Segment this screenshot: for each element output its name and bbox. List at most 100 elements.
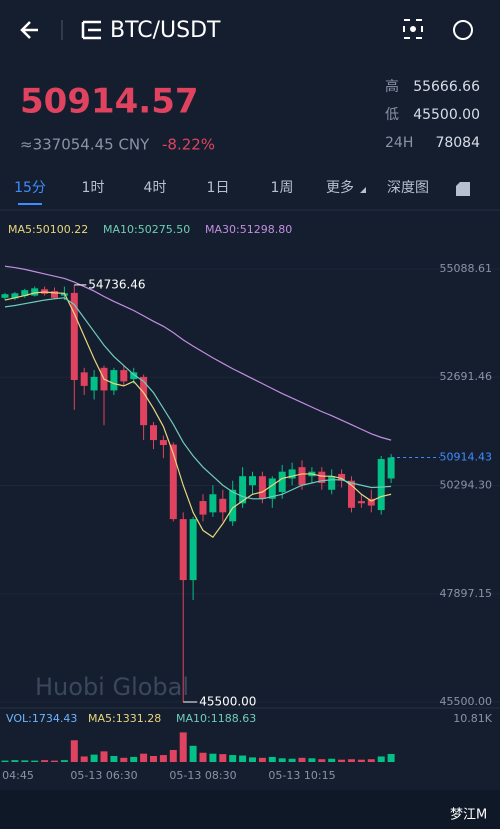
high-label: 54736.46 (88, 277, 145, 291)
candle-body (80, 372, 88, 386)
volume-bar (51, 760, 58, 762)
volume-bar (298, 757, 306, 762)
volume-bar (130, 756, 138, 762)
candle-body (239, 476, 247, 504)
ma-legend: MA30:51298.80 (205, 223, 292, 236)
candle-body (288, 469, 296, 479)
timeframe-tab[interactable]: 1周 (271, 180, 294, 196)
volume-bar (229, 755, 237, 762)
volume-bar (249, 757, 256, 762)
timeframe-tab[interactable]: 1时 (82, 180, 105, 196)
last-price-label: 50914.43 (440, 450, 493, 463)
candle-body (90, 376, 98, 391)
scan-icon[interactable] (403, 19, 423, 39)
volume-bar (90, 754, 98, 762)
volume-bar (377, 756, 385, 762)
candle-body (229, 489, 237, 522)
volume-bar (338, 759, 346, 762)
volume-bar (100, 751, 108, 762)
volume-bar (11, 760, 19, 762)
volume-tick-label: 10.81K (453, 712, 492, 725)
stat-label: 高 (385, 78, 399, 95)
stat-label: 24H (385, 135, 413, 151)
candle-body (130, 372, 138, 380)
volume-bar (357, 759, 365, 762)
volume-bar (278, 758, 286, 762)
candle-body (51, 291, 58, 298)
candle-body (367, 498, 375, 506)
timeframe-tab[interactable]: 深度图 (387, 180, 429, 196)
candle-body (249, 476, 256, 486)
watermark: Huobi Global (35, 673, 189, 701)
timeframe-tab[interactable]: 4时 (144, 180, 167, 196)
candle-body (31, 288, 39, 296)
candle-body (209, 494, 217, 513)
candle-body (169, 444, 177, 520)
candle-body (298, 467, 306, 486)
volume-bar (288, 758, 296, 762)
volume-bar (41, 760, 49, 762)
x-tick-label: 05-13 08:30 (169, 769, 236, 782)
stat-value: 45500.00 (413, 107, 480, 123)
candle-body (159, 440, 167, 446)
volume-bar (308, 758, 316, 762)
candle-body (110, 370, 118, 391)
y-tick-label: 55088.61 (440, 262, 493, 275)
volume-bar (348, 759, 355, 762)
ma-legend: MA5:50100.22 (8, 223, 88, 236)
volume-bar (169, 749, 177, 762)
stat-value: 78084 (435, 135, 480, 151)
share-icon[interactable] (453, 20, 473, 40)
volume-bar (1, 760, 9, 762)
candle-body (11, 293, 19, 299)
candle-body (357, 501, 365, 504)
volume-bar (31, 760, 39, 762)
x-tick-label: 04:45 (2, 769, 34, 782)
pair-title: BTC/USDT (110, 18, 221, 43)
volume-bar (80, 756, 88, 762)
volume-bar (258, 757, 266, 762)
candle-body (278, 471, 286, 493)
volume-bar (318, 759, 326, 762)
candle-body (21, 290, 29, 297)
y-tick-label: 47897.15 (440, 587, 493, 600)
volume-bar (189, 745, 197, 762)
candle-body (328, 476, 336, 490)
timeframe-tab[interactable]: 15分 (14, 180, 46, 196)
volume-legend: VOL:1734.43 (6, 712, 77, 725)
y-tick-label: 45500.00 (440, 695, 493, 708)
scan-dot (410, 26, 416, 32)
candle-body (318, 471, 326, 483)
candle-body (219, 498, 227, 513)
candle-body (140, 376, 148, 426)
volume-bar (179, 732, 187, 762)
volume-bar (159, 755, 167, 762)
volume-bar (367, 759, 375, 762)
volume-bar (120, 757, 128, 762)
candle-body (150, 425, 157, 441)
candle-body (387, 457, 395, 479)
y-tick-label: 52691.46 (440, 370, 493, 383)
timeframe-tab[interactable]: 1日 (207, 180, 230, 196)
volume-bar (70, 740, 78, 762)
volume-bar (199, 752, 207, 762)
ma-line (4, 265, 392, 441)
candle-body (189, 519, 197, 581)
volume-bar (140, 753, 148, 762)
menu-icon[interactable] (81, 20, 101, 40)
volume-bar (60, 760, 68, 762)
x-tick-label: 05-13 10:15 (268, 769, 335, 782)
candle-body (268, 478, 276, 499)
stat-label: 低 (385, 107, 399, 123)
low-label: 45500.00 (199, 695, 256, 709)
candle-body (70, 292, 78, 381)
back-button[interactable] (20, 21, 38, 39)
dropdown-arrow (360, 187, 366, 193)
last-price: 50914.57 (20, 82, 199, 122)
volume-bar (268, 756, 276, 762)
timeframe-tab[interactable]: 更多 (326, 179, 354, 196)
ma-line (4, 291, 392, 538)
candle-body (179, 519, 187, 581)
